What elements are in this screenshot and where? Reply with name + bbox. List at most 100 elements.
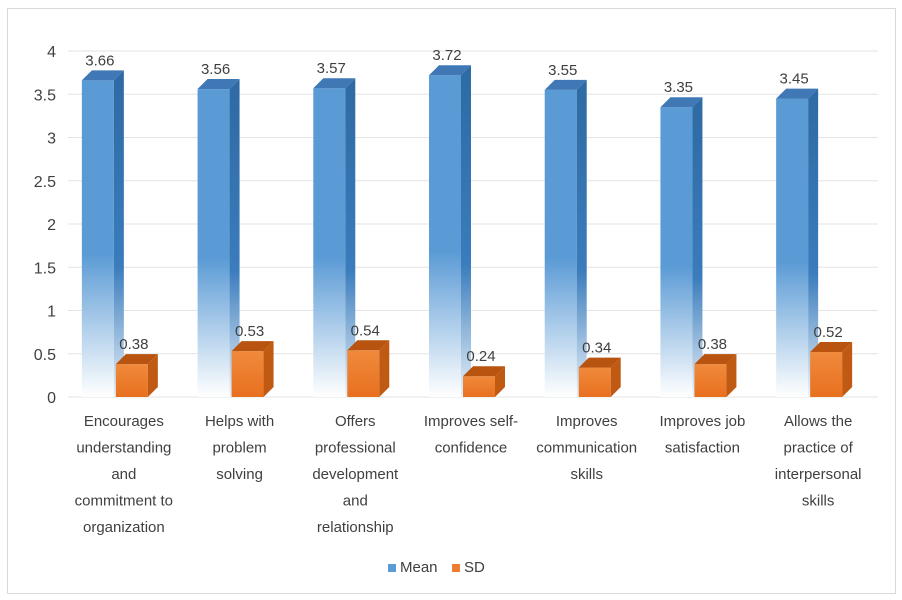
legend-label-mean: Mean (400, 559, 438, 576)
y-tick-label: 2.5 (34, 174, 56, 191)
bar-front (429, 75, 461, 397)
category-label-line: confidence (435, 440, 508, 457)
mean-bar (429, 65, 471, 397)
bar-top (463, 366, 505, 377)
bar-side (113, 70, 124, 397)
legend: Mean SD (388, 559, 485, 576)
category-label-line: solving (216, 466, 263, 483)
bar-top (776, 88, 819, 99)
bar-side (726, 354, 737, 397)
data-labels: 3.66 0.38 3.56 0.53 3.57 0.54 3.72 0.24 3.55 0.34… (85, 47, 842, 365)
category-label-line: professional (315, 440, 396, 457)
y-tick-label: 4 (47, 44, 56, 61)
x-axis: Encourages understanding and commitment to o… (75, 413, 862, 536)
category-label: Offers professional development and relation… (312, 413, 399, 536)
category-label-line: and (111, 466, 136, 483)
bar-top (694, 354, 737, 365)
y-tick-label: 1 (47, 304, 56, 321)
legend-swatch-mean (388, 564, 396, 572)
bar-top (197, 79, 240, 90)
mean-bar (776, 88, 819, 397)
bar-side (692, 97, 703, 397)
category-label-line: understanding (76, 440, 171, 457)
category-label-line: Improves (556, 413, 618, 430)
category-label-line: and (343, 493, 368, 510)
bar-front (115, 364, 148, 397)
mean-data-label: 3.55 (548, 62, 577, 79)
category-label-line: practice of (784, 440, 854, 457)
category-label-line: satisfaction (665, 440, 740, 457)
bar-top (81, 70, 124, 81)
bar-top (578, 357, 621, 368)
legend-swatch-sd (452, 564, 460, 572)
category-label-line: Offers (335, 413, 376, 430)
category-label-line: Improves self- (424, 413, 518, 430)
bar-front (810, 352, 843, 397)
bar-side (808, 88, 819, 397)
mean-bar (81, 70, 124, 397)
bar-top (544, 79, 587, 90)
mean-data-label: 3.72 (432, 47, 461, 64)
bar-side (263, 341, 274, 397)
category-label-line: interpersonal (775, 466, 862, 483)
bar-front (544, 89, 577, 398)
category-label-line: Improves job (659, 413, 745, 430)
y-tick-label: 3.5 (34, 87, 56, 104)
sd-bar (231, 341, 274, 397)
bar-top (810, 342, 853, 353)
mean-bar (660, 97, 703, 397)
gridlines (68, 50, 878, 398)
category-label: Encourages understanding and commitment to o… (75, 413, 173, 536)
bar-side (610, 357, 621, 397)
sd-data-label: 0.52 (814, 324, 843, 341)
category-label-line: Allows the (784, 413, 852, 430)
y-tick-label: 3 (47, 131, 56, 148)
sd-data-label: 0.34 (582, 340, 611, 357)
category-label: Allows the practice of interpersonal skills (775, 413, 862, 510)
bar-front (347, 350, 380, 397)
sd-data-label: 0.38 (698, 336, 727, 353)
category-label-line: skills (570, 466, 603, 483)
bar-top (313, 78, 356, 89)
bar-front (313, 88, 346, 397)
bar-side (461, 65, 471, 397)
bar-top (347, 340, 390, 351)
bar-top (660, 97, 703, 108)
sd-bar (810, 342, 853, 397)
category-label-line: Helps with (205, 413, 274, 430)
bar-front (660, 107, 693, 397)
category-label-line: development (312, 466, 399, 483)
category-label-line: relationship (317, 519, 394, 536)
sd-bar (115, 354, 158, 397)
y-tick-label: 2 (47, 217, 56, 234)
bar-top (429, 65, 471, 76)
bar-side (495, 366, 505, 397)
category-label-line: skills (802, 493, 835, 510)
mean-bar (313, 78, 356, 397)
legend-label-sd: SD (464, 559, 485, 576)
bar-side (147, 354, 158, 397)
bar-front (694, 364, 727, 397)
y-tick-label: 1.5 (34, 260, 56, 277)
sd-data-label: 0.54 (351, 322, 380, 339)
sd-data-label: 0.53 (235, 323, 264, 340)
sd-bar (578, 357, 621, 397)
y-tick-label: 0 (47, 390, 56, 407)
bar-front (578, 367, 611, 397)
sd-bar (694, 354, 737, 397)
bar-front (231, 351, 264, 397)
bar-side (229, 79, 240, 397)
bars (81, 65, 853, 398)
category-label: Improves job satisfaction (659, 413, 745, 457)
category-label-line: organization (83, 519, 165, 536)
bar-front (81, 80, 114, 397)
mean-data-label: 3.57 (317, 60, 346, 77)
bar-front (776, 98, 809, 397)
category-label-line: Encourages (84, 413, 164, 430)
bar-top (231, 341, 274, 352)
mean-bar (197, 79, 240, 397)
mean-data-label: 3.35 (664, 79, 693, 96)
mean-data-label: 3.45 (780, 71, 809, 88)
category-label: Helps with problem solving (205, 413, 274, 483)
category-label-line: communication (536, 440, 637, 457)
